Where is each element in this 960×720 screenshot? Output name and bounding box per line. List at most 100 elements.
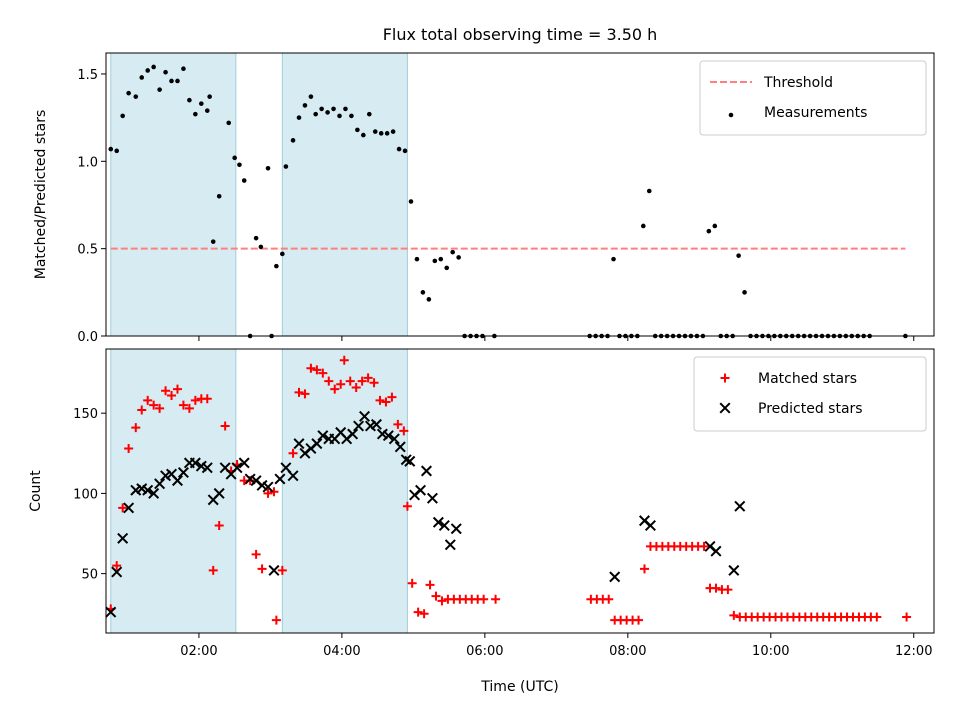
bottom-y-axis-label: Count bbox=[28, 470, 44, 512]
matched-stars-point-49 bbox=[399, 426, 409, 436]
count-points bbox=[105, 355, 912, 625]
measurements-point-41 bbox=[343, 106, 348, 112]
measurements-point-54 bbox=[420, 290, 426, 295]
predicted-stars-point-30 bbox=[287, 470, 299, 482]
measurements-point-1 bbox=[114, 148, 120, 154]
legend-predicted-stars-label: Predicted stars bbox=[758, 401, 863, 417]
bottom-legend-box bbox=[693, 356, 927, 432]
measurements-point-29 bbox=[274, 263, 279, 269]
matched-stars-point-19 bbox=[220, 421, 230, 431]
matched-stars-point-35 bbox=[318, 368, 328, 378]
bottom-legend: Matched stars Predicted stars bbox=[693, 356, 927, 432]
measurements-point-20 bbox=[226, 120, 232, 126]
legend-matched-stars-swatch bbox=[720, 373, 730, 383]
measurements-point-11 bbox=[175, 78, 180, 84]
matched-stars-point-40 bbox=[345, 376, 355, 386]
measurements-point-0 bbox=[108, 146, 114, 152]
measurements-point-75 bbox=[641, 223, 646, 229]
measurements-point-87 bbox=[712, 223, 718, 229]
predicted-stars-point-12 bbox=[177, 467, 189, 479]
top-y-tick-label-0: 0.0 bbox=[77, 330, 98, 345]
top-shaded-intervals bbox=[110, 52, 408, 337]
matched-stars-point-5 bbox=[137, 405, 147, 415]
matched-stars-point-113 bbox=[872, 612, 882, 622]
matched-stars-point-30 bbox=[288, 448, 298, 458]
bottom-x-tick-label-5: 12:00 bbox=[895, 644, 932, 659]
predicted-stars-point-50 bbox=[404, 455, 416, 467]
matched-stars-point-52 bbox=[413, 607, 423, 617]
predicted-stars-point-64 bbox=[728, 564, 740, 576]
matched-stars-point-33 bbox=[306, 363, 316, 373]
measurements-point-56 bbox=[432, 258, 438, 264]
matched-stars-point-7 bbox=[149, 400, 159, 410]
top-legend-box bbox=[699, 60, 927, 136]
matched-stars-point-73 bbox=[634, 615, 644, 625]
predicted-stars-point-18 bbox=[213, 487, 225, 499]
matched-stars-point-34 bbox=[312, 365, 322, 375]
measurements-point-10 bbox=[169, 78, 174, 84]
matched-stars-point-31 bbox=[294, 387, 304, 397]
measurements-point-39 bbox=[331, 106, 336, 112]
predicted-stars-point-65 bbox=[734, 500, 746, 512]
matched-stars-point-53 bbox=[419, 609, 429, 619]
matched-stars-point-39 bbox=[339, 355, 349, 365]
legend-predicted-stars-swatch bbox=[719, 402, 731, 414]
top-legend: Threshold Measurements bbox=[699, 60, 927, 136]
matched-stars-point-47 bbox=[387, 392, 397, 402]
measurements-point-16 bbox=[204, 108, 210, 113]
measurements-point-55 bbox=[426, 297, 432, 302]
matched-stars-point-45 bbox=[375, 395, 385, 405]
predicted-stars-point-21 bbox=[231, 462, 243, 474]
bottom-axes-frame bbox=[105, 348, 935, 634]
measurements-point-52 bbox=[408, 199, 414, 204]
predicted-stars-point-46 bbox=[382, 430, 394, 442]
matched-stars-point-25 bbox=[257, 564, 267, 574]
predicted-stars-point-11 bbox=[171, 475, 183, 487]
measurements-point-92 bbox=[742, 290, 747, 295]
matched-stars-point-36 bbox=[324, 376, 334, 386]
measurements-point-50 bbox=[396, 146, 402, 152]
matched-stars-point-10 bbox=[167, 391, 177, 401]
bottom-x-tick-label-0: 02:00 bbox=[180, 644, 217, 659]
matched-stars-point-43 bbox=[363, 373, 373, 383]
predicted-stars-point-22 bbox=[238, 457, 250, 469]
measurements-point-58 bbox=[444, 265, 450, 271]
measurements-point-59 bbox=[450, 249, 455, 255]
measurements-point-32 bbox=[290, 138, 296, 143]
predicted-stars-point-26 bbox=[262, 481, 274, 493]
matched-stars-point-41 bbox=[351, 383, 361, 393]
chart-title: Flux total observing time = 3.50 h bbox=[383, 25, 658, 44]
matched-stars-point-48 bbox=[393, 419, 403, 429]
top-axes-frame bbox=[105, 52, 935, 337]
matched-stars-point-17 bbox=[208, 565, 218, 575]
measurements-point-70 bbox=[611, 256, 616, 262]
predicted-stars-point-14 bbox=[189, 457, 201, 469]
top-shaded-interval-1 bbox=[281, 52, 408, 337]
bottom-x-tick-label-2: 06:00 bbox=[466, 644, 503, 659]
matched-stars-point-37 bbox=[330, 384, 340, 394]
matched-stars-point-14 bbox=[190, 395, 200, 405]
matched-stars-point-46 bbox=[381, 397, 391, 407]
legend-threshold-label: Threshold bbox=[763, 75, 833, 91]
matched-stars-point-8 bbox=[155, 403, 165, 413]
predicted-stars-point-59 bbox=[609, 571, 621, 583]
matched-stars-point-54 bbox=[425, 580, 435, 590]
predicted-stars-point-1 bbox=[111, 566, 123, 578]
predicted-stars-point-0 bbox=[105, 606, 117, 618]
matched-stars-point-86 bbox=[711, 583, 721, 593]
top-x-axis bbox=[198, 336, 915, 341]
measurements-point-40 bbox=[337, 113, 342, 119]
measurements-point-4 bbox=[133, 94, 139, 99]
predicted-stars-point-61 bbox=[644, 519, 656, 532]
measurements-point-15 bbox=[199, 101, 204, 106]
matched-stars-point-38 bbox=[336, 379, 346, 389]
measurements-point-35 bbox=[308, 94, 314, 99]
predicted-stars-point-3 bbox=[123, 502, 135, 514]
measurements-point-86 bbox=[706, 228, 712, 234]
measurements-point-9 bbox=[163, 69, 168, 75]
measurements-point-33 bbox=[296, 115, 302, 120]
measurements-point-44 bbox=[361, 132, 366, 138]
top-y-axis-label: Matched/Predicted stars bbox=[33, 110, 49, 280]
measurements-point-34 bbox=[302, 103, 308, 108]
